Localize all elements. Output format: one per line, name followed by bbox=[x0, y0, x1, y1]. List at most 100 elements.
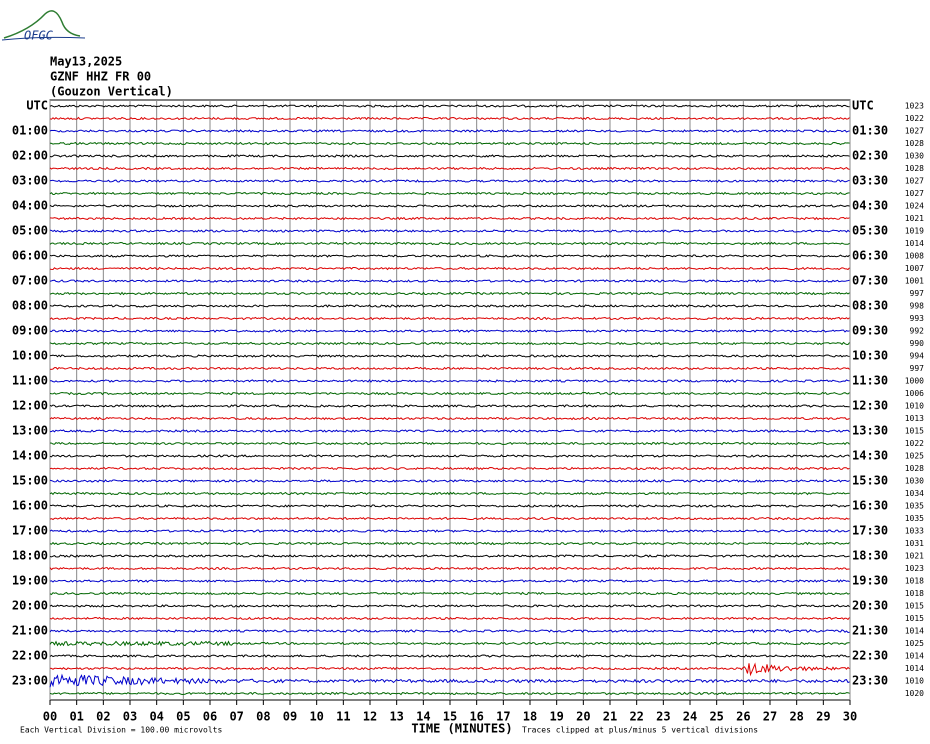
right-time-label: UTC bbox=[852, 99, 874, 113]
left-time-label: 11:00 bbox=[12, 374, 48, 388]
row-value: 1014 bbox=[905, 664, 924, 673]
trace bbox=[49, 204, 850, 208]
trace bbox=[49, 662, 850, 677]
trace bbox=[49, 604, 850, 608]
trace bbox=[49, 341, 850, 346]
trace bbox=[49, 116, 850, 121]
row-value: 994 bbox=[910, 352, 925, 361]
trace bbox=[49, 266, 850, 271]
x-tick-label: 00 bbox=[43, 710, 57, 724]
right-time-label: 06:30 bbox=[852, 249, 888, 263]
trace bbox=[49, 673, 850, 688]
trace bbox=[49, 629, 850, 634]
x-tick-label: 06 bbox=[203, 710, 217, 724]
x-tick-label: 02 bbox=[96, 710, 110, 724]
row-value: 1035 bbox=[905, 502, 924, 511]
row-value: 1010 bbox=[905, 402, 924, 411]
row-value: 1030 bbox=[905, 477, 924, 486]
x-tick-label: 26 bbox=[736, 710, 750, 724]
x-tick-label: 05 bbox=[176, 710, 190, 724]
row-value: 990 bbox=[910, 339, 925, 348]
row-value: 1023 bbox=[905, 102, 924, 111]
trace bbox=[49, 391, 850, 396]
trace bbox=[49, 129, 850, 133]
right-time-label: 09:30 bbox=[852, 324, 888, 338]
x-tick-label: 03 bbox=[123, 710, 137, 724]
row-value: 992 bbox=[910, 327, 925, 336]
x-tick-label: 30 bbox=[843, 710, 857, 724]
left-time-label: 05:00 bbox=[12, 224, 48, 238]
row-value: 1033 bbox=[905, 527, 924, 536]
trace bbox=[49, 104, 850, 108]
trace bbox=[49, 254, 850, 258]
trace bbox=[49, 541, 850, 546]
trace bbox=[49, 366, 850, 371]
row-value: 993 bbox=[910, 314, 925, 323]
trace bbox=[49, 429, 850, 433]
row-value: 1025 bbox=[905, 452, 924, 461]
right-time-label: 21:30 bbox=[852, 624, 888, 638]
x-tick-label: 13 bbox=[389, 710, 403, 724]
row-value: 1031 bbox=[905, 539, 924, 548]
right-time-label: 12:30 bbox=[852, 399, 888, 413]
left-time-label: 15:00 bbox=[12, 474, 48, 488]
row-value: 1014 bbox=[905, 627, 924, 636]
row-value: 1000 bbox=[905, 377, 924, 386]
left-time-label: 14:00 bbox=[12, 449, 48, 463]
row-value: 1013 bbox=[905, 414, 924, 423]
row-value: 1018 bbox=[905, 577, 924, 586]
row-value: 1020 bbox=[905, 689, 924, 698]
logo-text: OFGC bbox=[24, 29, 54, 43]
right-time-label: 17:30 bbox=[852, 524, 888, 538]
x-tick-label: 25 bbox=[709, 710, 723, 724]
trace bbox=[49, 491, 850, 496]
right-time-label: 14:30 bbox=[852, 449, 888, 463]
x-tick-label: 23 bbox=[656, 710, 670, 724]
row-value: 1027 bbox=[905, 127, 924, 136]
note: Each Vertical Division = 100.00 microvol… bbox=[20, 726, 222, 735]
left-time-label: 20:00 bbox=[12, 599, 48, 613]
trace bbox=[49, 554, 850, 558]
right-time-label: 02:30 bbox=[852, 149, 888, 163]
right-time-label: 15:30 bbox=[852, 474, 888, 488]
row-value: 1007 bbox=[905, 264, 924, 273]
x-tick-label: 01 bbox=[69, 710, 83, 724]
row-value: 1034 bbox=[905, 489, 924, 498]
trace bbox=[49, 454, 850, 458]
left-time-label: 16:00 bbox=[12, 499, 48, 513]
row-value: 997 bbox=[910, 364, 925, 373]
trace bbox=[49, 529, 850, 533]
title-line: May13,2025 bbox=[50, 55, 122, 69]
right-time-label: 04:30 bbox=[852, 199, 888, 213]
row-value: 1014 bbox=[905, 652, 924, 661]
row-value: 997 bbox=[910, 289, 925, 298]
x-tick-label: 09 bbox=[283, 710, 297, 724]
right-time-label: 11:30 bbox=[852, 374, 888, 388]
trace bbox=[49, 579, 850, 583]
trace bbox=[49, 329, 850, 333]
trace bbox=[49, 691, 850, 696]
right-time-label: 05:30 bbox=[852, 224, 888, 238]
left-time-label: 06:00 bbox=[12, 249, 48, 263]
row-value: 1021 bbox=[905, 214, 924, 223]
trace bbox=[49, 229, 850, 233]
row-value: 1024 bbox=[905, 202, 924, 211]
trace bbox=[49, 179, 850, 183]
trace bbox=[49, 166, 850, 171]
x-tick-label: 20 bbox=[576, 710, 590, 724]
x-tick-label: 22 bbox=[629, 710, 643, 724]
trace bbox=[49, 291, 850, 296]
right-time-label: 08:30 bbox=[852, 299, 888, 313]
x-tick-label: 14 bbox=[416, 710, 430, 724]
x-tick-label: 15 bbox=[443, 710, 457, 724]
row-value: 1015 bbox=[905, 602, 924, 611]
x-tick-label: 08 bbox=[256, 710, 270, 724]
x-axis-label: TIME (MINUTES) bbox=[411, 722, 512, 736]
trace bbox=[49, 404, 850, 408]
left-time-label: 03:00 bbox=[12, 174, 48, 188]
trace bbox=[49, 241, 850, 246]
right-time-label: 20:30 bbox=[852, 599, 888, 613]
row-value: 998 bbox=[910, 302, 925, 311]
left-time-label: 18:00 bbox=[12, 549, 48, 563]
row-value: 1027 bbox=[905, 189, 924, 198]
